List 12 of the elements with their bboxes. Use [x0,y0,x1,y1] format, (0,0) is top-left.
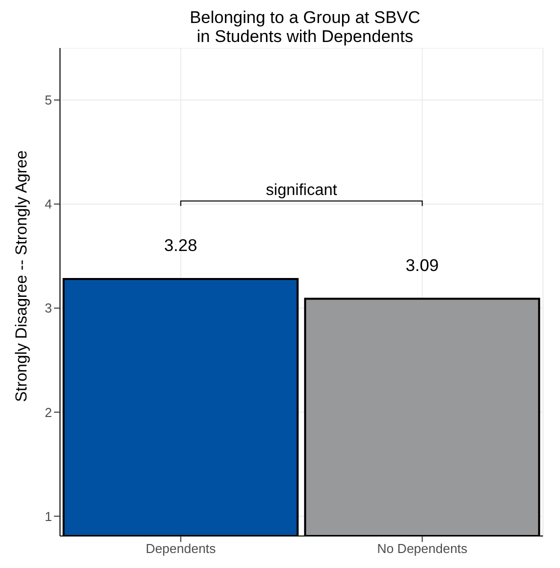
chart-title: Belonging to a Group at SBVC in Students with Dependents [188,8,422,48]
x-tick-label: No Dependents [377,541,468,556]
y-tick-label: 3 [44,300,52,316]
y-tick-label: 4 [44,196,52,212]
data-label: 3.28 [164,236,198,255]
y-tick-label: 2 [44,404,52,420]
y-tick-label: 5 [44,92,52,108]
y-tick-label: 1 [44,508,52,524]
y-axis-title: Strongly Disagree -- Strongly Agree [14,150,31,402]
x-tick-label: Dependents [146,541,216,556]
annotation: significant [266,182,338,199]
data-label: 3.09 [406,256,439,275]
